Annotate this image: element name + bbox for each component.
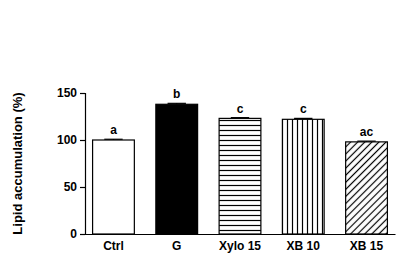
x-tick-label: Xylo 15: [219, 239, 261, 253]
y-axis: 0 50 100 150: [57, 86, 86, 241]
bars: [93, 103, 388, 234]
x-tick: Xylo 15: [219, 234, 261, 253]
y-tick-mark: [80, 140, 85, 141]
annotations: a b c c ac: [110, 87, 373, 139]
y-tick: 150: [57, 86, 85, 100]
bar: [93, 140, 135, 234]
error-cap: [104, 139, 122, 140]
x-axis: Ctrl G Xylo 15 XB 10 XB 15: [86, 234, 396, 253]
y-tick-label: 100: [57, 133, 77, 147]
error-bar: [357, 141, 375, 143]
error-bar: [104, 139, 122, 141]
y-axis-line: [80, 94, 86, 235]
error-bar: [168, 103, 186, 105]
y-tick-mark: [80, 187, 85, 188]
y-tick: 50: [64, 180, 85, 194]
bar: [219, 118, 261, 234]
error-cap: [357, 141, 375, 142]
y-tick-label: 150: [57, 86, 77, 100]
plot: a b c c ac 0 50 100 150 Ctrl G Xylo 15 XB 10 XB 15: [57, 86, 396, 252]
x-tick: G: [172, 234, 181, 253]
annotation: a: [110, 123, 117, 137]
x-tick-label: Ctrl: [103, 239, 124, 253]
x-tick-label: G: [172, 239, 181, 253]
annotation: c: [300, 102, 307, 116]
x-axis-line: [86, 234, 396, 235]
bar: [282, 119, 324, 234]
y-tick-mark: [80, 93, 85, 94]
chart: a b c c ac 0 50 100 150 Ctrl G Xylo 15 XB 10 XB 15 Lip…: [0, 0, 404, 276]
error-cap: [231, 117, 249, 118]
annotation: c: [237, 102, 244, 116]
annotation: b: [173, 87, 180, 101]
x-tick: XB 10: [287, 234, 321, 253]
error-bar: [294, 118, 312, 120]
x-tick: XB 15: [350, 234, 384, 253]
bar: [346, 142, 388, 234]
y-tick: 100: [57, 133, 85, 147]
error-cap: [294, 118, 312, 119]
error-bar: [231, 117, 249, 119]
y-axis-title: Lipid accumulation (%): [10, 92, 25, 234]
x-tick-label: XB 15: [350, 239, 384, 253]
y-tick-mark: [80, 234, 85, 235]
error-cap: [168, 103, 186, 104]
y-tick-label: 50: [64, 180, 78, 194]
y-tick: 0: [70, 227, 85, 241]
bar: [156, 104, 198, 234]
y-tick-label: 0: [70, 227, 77, 241]
annotation: ac: [360, 125, 374, 139]
x-tick: Ctrl: [103, 234, 124, 253]
x-tick-label: XB 10: [287, 239, 321, 253]
